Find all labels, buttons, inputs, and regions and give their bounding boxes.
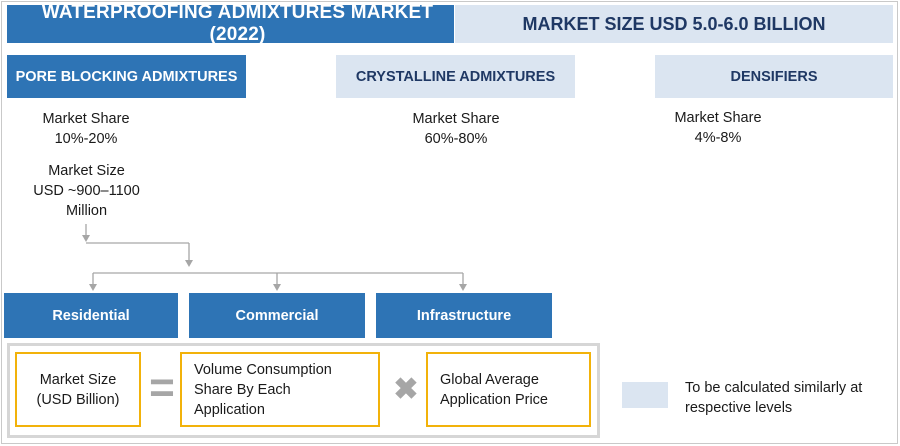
multiply-icon: ✖: [393, 373, 419, 406]
equals-sign: =: [149, 363, 175, 412]
legend-swatch: [622, 382, 668, 408]
application-commercial: Commercial: [189, 293, 365, 338]
densifiers-share: Market Share 4%-8%: [658, 108, 778, 148]
size-line: Market Size: [48, 163, 125, 179]
formula-panel: [7, 343, 600, 438]
market-size-banner: MARKET SIZE USD 5.0-6.0 BILLION: [455, 5, 893, 43]
lhs-line: (USD Billion): [36, 391, 120, 408]
term1-line: Application: [194, 401, 265, 418]
share-label: Market Share: [412, 111, 500, 127]
segment-densifiers: DENSIFIERS: [655, 55, 893, 98]
share-value: 60%-80%: [424, 131, 488, 147]
lhs-line: Market Size: [39, 371, 117, 388]
legend-line: To be calculated similarly at: [685, 380, 863, 396]
segment-crystalline: CRYSTALLINE ADMIXTURES: [336, 55, 575, 98]
formula-term2-box: Global Average Application Price: [426, 352, 591, 427]
pore-blocking-share: Market Share 10%-20%: [26, 109, 146, 149]
share-value: 10%-20%: [54, 131, 118, 147]
application-infrastructure: Infrastructure: [376, 293, 552, 338]
legend-line: respective levels: [685, 400, 793, 416]
term1-line: Share By Each: [194, 381, 291, 398]
size-line: Million: [65, 203, 108, 219]
formula-lhs-box: Market Size (USD Billion): [15, 352, 141, 427]
term2-line: Application Price: [440, 391, 548, 408]
share-label: Market Share: [42, 111, 130, 127]
term2-line: Global Average: [440, 371, 539, 388]
pore-blocking-size: Market Size USD ~900–1100 Million: [14, 161, 159, 221]
share-value: 4%-8%: [694, 130, 742, 146]
share-label: Market Share: [674, 110, 762, 126]
crystalline-share: Market Share 60%-80%: [396, 109, 516, 149]
segment-pore-blocking: PORE BLOCKING ADMIXTURES: [7, 55, 246, 98]
diagram-title: WATERPROOFING ADMIXTURES MARKET (2022): [7, 2, 454, 45]
size-line: USD ~900–1100: [33, 183, 140, 199]
legend-text: To be calculated similarly at respective…: [685, 378, 895, 418]
term1-line: Volume Consumption: [194, 361, 332, 378]
application-residential: Residential: [4, 293, 178, 338]
formula-term1-box: Volume Consumption Share By Each Applica…: [180, 352, 380, 427]
